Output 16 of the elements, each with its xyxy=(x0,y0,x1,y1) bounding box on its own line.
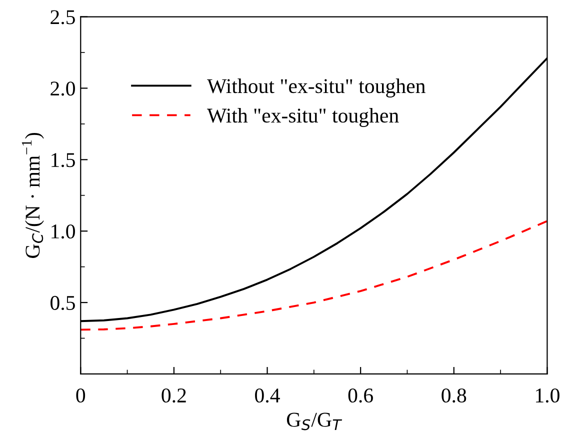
y-tick-label: 2.0 xyxy=(50,82,75,96)
y-tick-label: 2.5 xyxy=(50,10,75,24)
y-tick-label: 1.5 xyxy=(52,153,75,168)
legend-label: Without "ex-situ" toughen xyxy=(207,78,426,98)
x-tick-label: 0.4 xyxy=(255,388,280,403)
x-tick-label: 0.2 xyxy=(162,388,186,403)
x-axis-title: G$_{S}$/G$_{T}$ xyxy=(286,412,342,430)
legend-label: With "ex-situ" toughen xyxy=(207,108,399,127)
line-series xyxy=(80,220,548,331)
y-axis-title: G$_{C}$/(N · mm$^{−1}$) xyxy=(22,132,44,258)
y-tick-label: 0.5 xyxy=(50,296,75,310)
y-tick-label: 1.0 xyxy=(52,224,75,239)
x-tick-label: 0 xyxy=(76,388,86,403)
x-tick-label: 0.8 xyxy=(442,388,466,403)
x-tick-label: 0.6 xyxy=(348,388,373,403)
x-tick-label: 1.0 xyxy=(536,388,560,403)
